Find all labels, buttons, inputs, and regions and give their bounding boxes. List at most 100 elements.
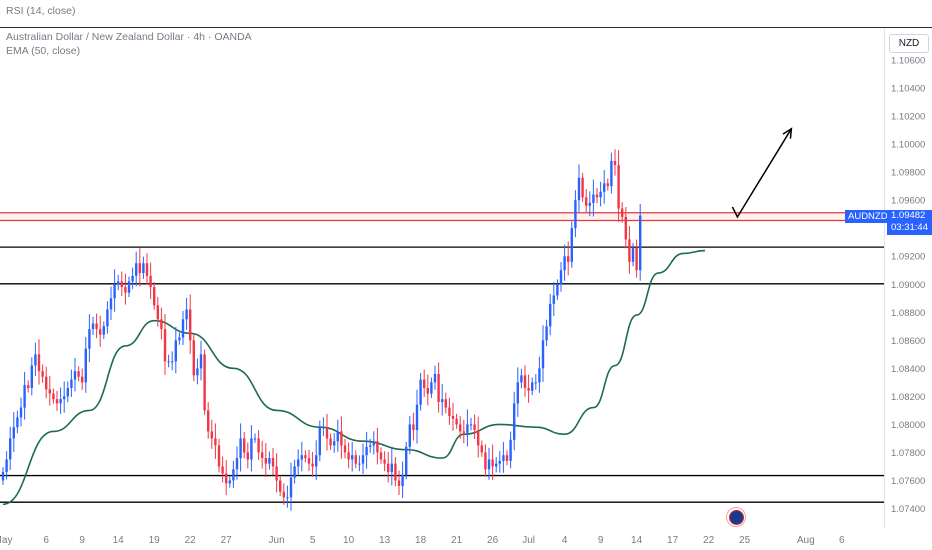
- candle-body: [5, 459, 8, 473]
- candle-body: [484, 452, 487, 470]
- candle-body: [271, 458, 275, 467]
- rsi-indicator-label[interactable]: RSI (14, close): [6, 5, 76, 17]
- candle-body: [70, 379, 73, 388]
- candle-body: [196, 368, 199, 376]
- candle-body: [599, 191, 602, 198]
- candle-body: [207, 410, 210, 432]
- candle-body: [239, 438, 242, 459]
- last-price-tag: 1.09482 03:31:44: [887, 210, 932, 235]
- candle-body: [297, 459, 300, 467]
- projection-path[interactable]: [731, 128, 793, 219]
- candle-body: [333, 441, 336, 446]
- candle-body: [545, 326, 548, 341]
- candle-body: [390, 463, 393, 473]
- time-tick-label: 14: [631, 535, 643, 546]
- price-tick-label: 1.09200: [891, 252, 925, 263]
- candle-body: [423, 379, 426, 388]
- arrow-head[interactable]: [782, 127, 793, 139]
- candle-body: [462, 431, 465, 433]
- symbol-price-tag: AUDNZD: [845, 210, 891, 223]
- candle-body: [383, 459, 386, 464]
- candle-body: [516, 382, 519, 404]
- candle-body: [505, 455, 509, 461]
- candle-body: [304, 455, 307, 459]
- candle-body: [387, 463, 390, 473]
- candle-body: [91, 323, 95, 330]
- candle-body: [286, 497, 289, 499]
- candle-body: [221, 466, 224, 474]
- candle-body: [214, 438, 217, 446]
- candle-body: [581, 177, 584, 198]
- price-tick-label: 1.10200: [891, 112, 925, 123]
- australia-flag-icon[interactable]: [726, 507, 746, 527]
- candle-body: [444, 399, 447, 408]
- time-tick-label: 22: [185, 535, 197, 546]
- candle-body: [585, 197, 588, 206]
- candle-body: [372, 441, 375, 446]
- price-tick-label: 1.08200: [891, 392, 925, 403]
- candle-body: [415, 404, 419, 431]
- candle-body: [145, 263, 149, 276]
- price-tick-label: 1.09600: [891, 196, 925, 207]
- candle-body: [9, 438, 12, 460]
- candle-body: [246, 452, 249, 460]
- candle-body: [12, 427, 15, 439]
- candle-body: [549, 303, 552, 327]
- candle-body: [408, 424, 411, 447]
- price-axis[interactable]: 1.10600 1.10400 1.10200 1.10000 1.09800 1.096…: [891, 56, 925, 516]
- candle-body: [66, 387, 69, 397]
- candle-body: [379, 452, 383, 460]
- projection-arrow[interactable]: [731, 127, 793, 219]
- currency-button[interactable]: NZD: [889, 34, 929, 53]
- time-tick-label: Jun: [269, 535, 285, 546]
- time-tick-label: Aug: [797, 535, 815, 546]
- candle-body: [59, 399, 62, 404]
- candle-body: [156, 305, 159, 320]
- candle-body: [88, 329, 91, 349]
- candle-body: [318, 427, 321, 456]
- candle-body: [210, 431, 213, 439]
- candle-body: [95, 323, 98, 330]
- candle-body: [189, 309, 192, 341]
- candle-body: [520, 375, 523, 383]
- candle-body: [448, 407, 451, 416]
- candle-body: [181, 319, 185, 338]
- time-tick-label: 26: [487, 535, 499, 546]
- candle-body: [617, 165, 620, 209]
- candle-body: [48, 389, 51, 394]
- candle-body: [275, 466, 278, 481]
- candle-body: [217, 445, 221, 467]
- candle-body: [527, 387, 530, 391]
- candle-body: [606, 183, 609, 187]
- candle-body: [117, 281, 120, 285]
- candle-body: [315, 455, 318, 467]
- time-tick-label: 25: [739, 535, 751, 546]
- candle-body: [106, 309, 109, 327]
- candle-body: [261, 452, 264, 459]
- time-tick-label: 6: [43, 535, 49, 546]
- candle-body: [397, 480, 401, 487]
- candle-body: [394, 463, 397, 481]
- candle-body: [293, 466, 296, 478]
- time-axis[interactable]: May 6 9 14 19 22 27 Jun 5 10 13 18 21 26 Jul 4 9 14 17 22 25…: [0, 535, 845, 546]
- candle-body: [635, 247, 638, 271]
- candle-body: [264, 458, 267, 464]
- candle-body: [102, 326, 105, 335]
- time-tick-label: May: [0, 535, 12, 546]
- candle-body: [365, 446, 368, 456]
- candle-body: [552, 295, 555, 304]
- price-tick-label: 1.08000: [891, 420, 925, 431]
- time-tick-label: 10: [343, 535, 355, 546]
- candle-body: [628, 239, 631, 262]
- candle-body: [131, 275, 134, 282]
- candle-body: [570, 228, 573, 262]
- last-price-value: 1.09482: [891, 210, 926, 221]
- ema-legend[interactable]: EMA (50, close): [6, 45, 81, 57]
- candle-body: [563, 256, 566, 271]
- candle-body: [257, 438, 260, 453]
- candle-body: [354, 455, 357, 464]
- candle-body: [16, 417, 19, 428]
- symbol-legend[interactable]: Australian Dollar / New Zealand Dollar ·…: [6, 31, 252, 43]
- candle-body: [588, 202, 591, 206]
